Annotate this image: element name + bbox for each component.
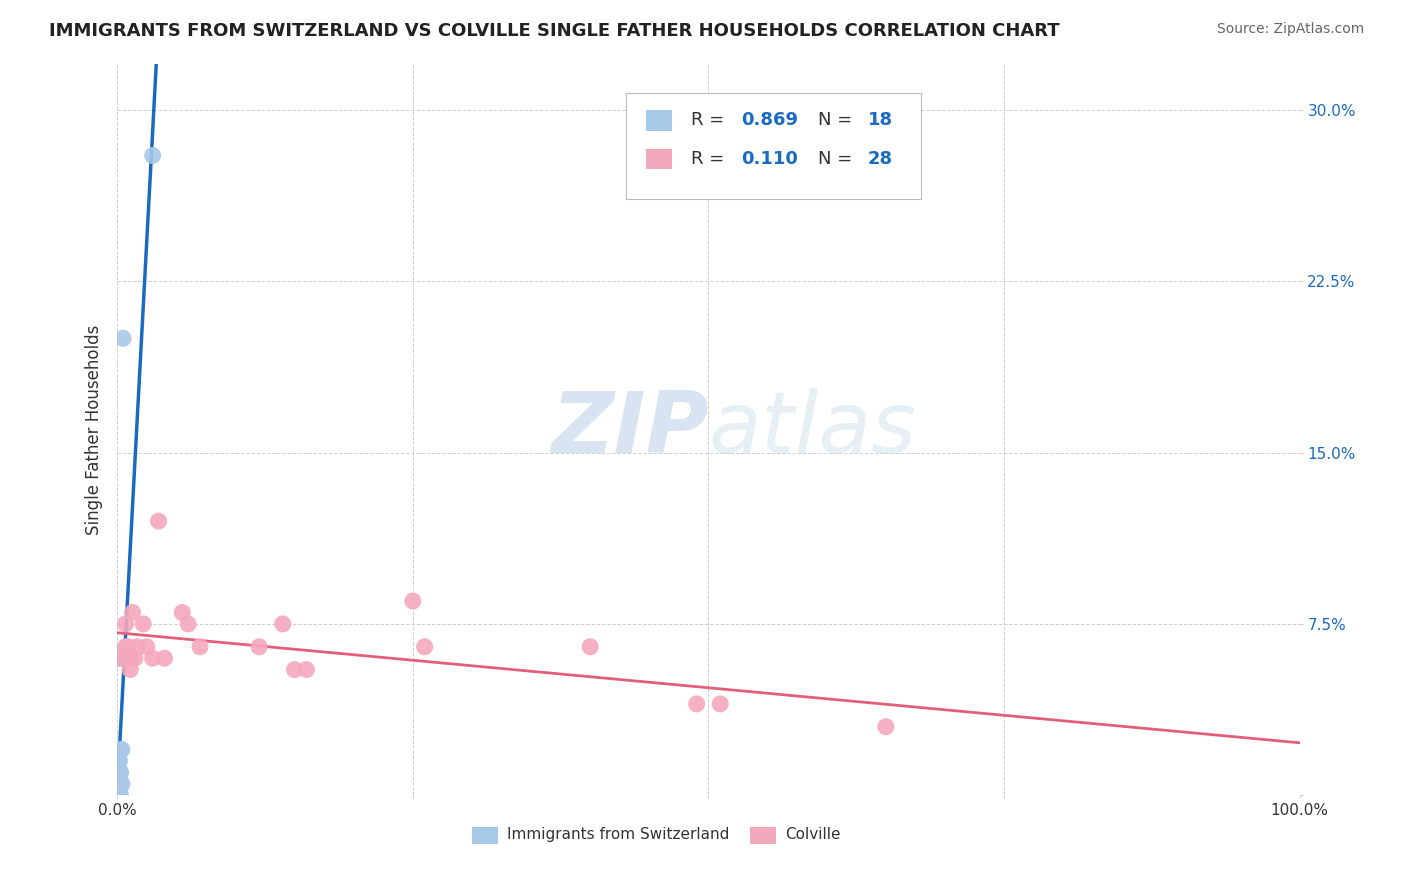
Point — [118, 651, 141, 665]
Text: Immigrants from Switzerland: Immigrants from Switzerland — [508, 827, 730, 841]
Point — [108, 765, 131, 780]
Point — [579, 640, 602, 654]
Point — [135, 640, 157, 654]
Point — [111, 742, 134, 756]
Point — [153, 651, 176, 665]
Text: 28: 28 — [868, 150, 893, 168]
Point — [177, 616, 200, 631]
Point — [120, 663, 142, 677]
Text: Colville: Colville — [786, 827, 841, 841]
Point — [117, 640, 139, 654]
Text: 0.110: 0.110 — [741, 150, 799, 168]
Point — [110, 651, 132, 665]
Point — [188, 640, 211, 654]
Point — [108, 754, 131, 768]
Point — [114, 640, 136, 654]
Text: N =: N = — [818, 112, 859, 129]
Point — [132, 616, 155, 631]
Point — [124, 651, 146, 665]
Point — [247, 640, 270, 654]
Point — [685, 697, 707, 711]
Point — [413, 640, 436, 654]
Point — [271, 616, 294, 631]
Point — [110, 777, 132, 791]
Text: N =: N = — [818, 150, 859, 168]
Point — [709, 697, 731, 711]
Point — [148, 514, 170, 528]
Point — [284, 663, 307, 677]
Point — [402, 594, 425, 608]
Point — [107, 765, 129, 780]
FancyBboxPatch shape — [645, 110, 672, 130]
Point — [108, 777, 131, 791]
Point — [107, 777, 129, 791]
Point — [107, 789, 129, 803]
Text: R =: R = — [690, 112, 730, 129]
Text: ZIP: ZIP — [551, 388, 709, 471]
Point — [142, 148, 165, 162]
FancyBboxPatch shape — [749, 827, 776, 845]
Point — [114, 616, 136, 631]
Point — [142, 651, 165, 665]
Point — [111, 777, 134, 791]
Point — [111, 651, 134, 665]
FancyBboxPatch shape — [626, 94, 921, 199]
Text: atlas: atlas — [709, 388, 917, 471]
Text: R =: R = — [690, 150, 730, 168]
Y-axis label: Single Father Households: Single Father Households — [86, 325, 103, 535]
Point — [875, 720, 897, 734]
Point — [112, 331, 135, 345]
Point — [107, 754, 129, 768]
Point — [127, 640, 149, 654]
Point — [110, 765, 132, 780]
FancyBboxPatch shape — [472, 827, 498, 845]
Point — [108, 789, 131, 803]
FancyBboxPatch shape — [645, 149, 672, 169]
Point — [110, 742, 132, 756]
Text: IMMIGRANTS FROM SWITZERLAND VS COLVILLE SINGLE FATHER HOUSEHOLDS CORRELATION CHA: IMMIGRANTS FROM SWITZERLAND VS COLVILLE … — [49, 22, 1060, 40]
Point — [121, 606, 143, 620]
Point — [295, 663, 318, 677]
Point — [172, 606, 194, 620]
Text: Source: ZipAtlas.com: Source: ZipAtlas.com — [1216, 22, 1364, 37]
Point — [120, 651, 142, 665]
Text: 18: 18 — [868, 112, 893, 129]
Text: 0.869: 0.869 — [741, 112, 799, 129]
Point — [110, 789, 132, 803]
Point — [108, 651, 131, 665]
